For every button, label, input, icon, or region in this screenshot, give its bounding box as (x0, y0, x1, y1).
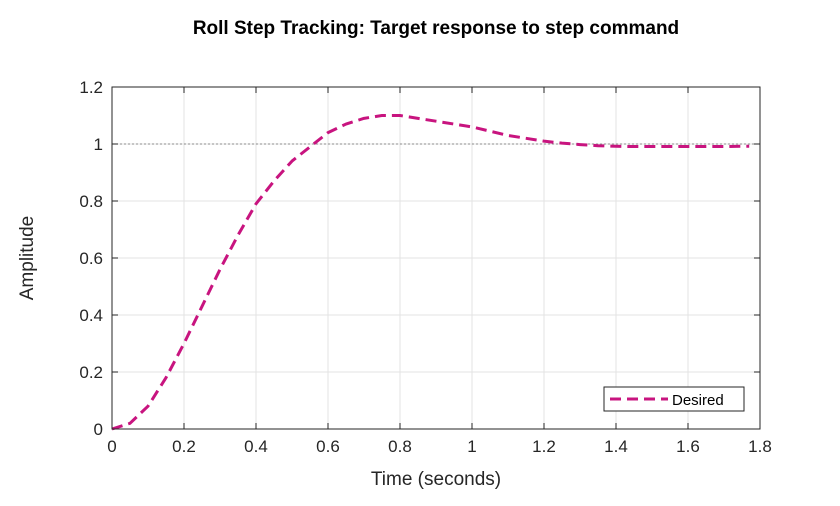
y-tick-label: 0 (94, 420, 103, 439)
x-tick-label: 1 (467, 437, 476, 456)
x-tick-label: 0.2 (172, 437, 196, 456)
y-tick-label: 1.2 (79, 78, 103, 97)
x-tick-label: 1.4 (604, 437, 628, 456)
y-tick-label: 0.2 (79, 363, 103, 382)
y-tick-label: 0.4 (79, 306, 103, 325)
x-tick-label: 1.6 (676, 437, 700, 456)
x-tick-label: 0.4 (244, 437, 268, 456)
x-tick-label: 0.8 (388, 437, 412, 456)
series-group (111, 114, 750, 431)
series-line-desired (111, 114, 750, 431)
x-tick-label: 0 (107, 437, 116, 456)
y-tick-label: 0.8 (79, 192, 103, 211)
x-tick-label: 0.6 (316, 437, 340, 456)
x-tick-labels: 0 0.2 0.4 0.6 0.8 1 1.2 1.4 1.6 1.8 (107, 437, 772, 456)
tick-marks (111, 86, 761, 430)
y-tick-label: 1 (94, 135, 103, 154)
x-axis-label: Time (seconds) (371, 469, 501, 490)
y-axis-label: Amplitude (17, 216, 38, 301)
y-tick-label: 0.6 (79, 249, 103, 268)
x-tick-label: 1.2 (532, 437, 556, 456)
y-tick-labels: 0 0.2 0.4 0.6 0.8 1 1.2 (79, 78, 103, 439)
x-tick-label: 1.8 (748, 437, 772, 456)
chart-title: Roll Step Tracking: Target response to s… (193, 18, 679, 39)
legend: Desired (603, 386, 745, 412)
legend-label-desired: Desired (672, 392, 724, 409)
